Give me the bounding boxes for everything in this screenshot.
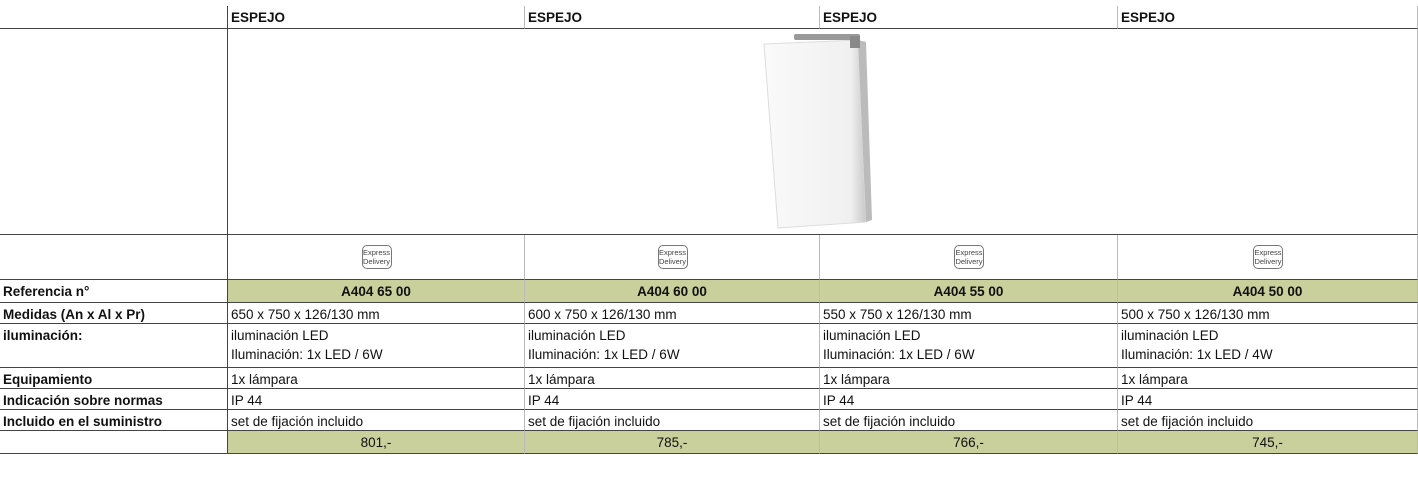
spec-cell: 500 x 750 x 126/130 mm: [1118, 303, 1418, 324]
cell-text: Iluminación: 1x LED / 6W: [823, 347, 975, 362]
badge-cell: Express Delivery: [525, 235, 820, 280]
cell-text: IP 44: [1121, 393, 1153, 408]
cell-text: 600 x 750 x 126/130 mm: [528, 307, 677, 322]
column-header: ESPEJO: [820, 6, 1118, 29]
cell-text: 1x lámpara: [1121, 372, 1188, 387]
badge-label-cell: [0, 235, 228, 280]
cell-text: 1x lámpara: [231, 372, 298, 387]
badge-text: Express: [362, 248, 391, 257]
price-cell: 766,-: [820, 431, 1118, 454]
cell-text: A404 60 00: [637, 284, 707, 299]
spec-cell: iluminación LED Iluminación: 1x LED / 6W: [525, 324, 820, 368]
cell-text: A404 50 00: [1232, 284, 1303, 299]
cell-text: Iluminación: 1x LED / 6W: [231, 347, 383, 362]
cell-text: set de fijación incluido: [1121, 414, 1254, 429]
express-badge: Express Delivery: [1253, 245, 1283, 269]
row-label: Referencia n°: [0, 280, 228, 303]
reference-cell: A404 50 00: [1118, 280, 1418, 303]
price-label-cell: [0, 431, 228, 454]
badge-cell: Express Delivery: [820, 235, 1118, 280]
cell-text: 550 x 750 x 126/130 mm: [823, 307, 972, 322]
row-label: Equipamiento: [0, 368, 228, 389]
spec-cell: IP 44: [228, 389, 525, 410]
cell-text: IP 44: [528, 393, 560, 408]
badge-cell: Express Delivery: [1118, 235, 1418, 280]
cell-text: 500 x 750 x 126/130 mm: [1121, 307, 1270, 322]
badge-text: Delivery: [1254, 257, 1282, 266]
cell-text: Iluminación: 1x LED / 6W: [528, 347, 680, 362]
column-header: ESPEJO: [525, 6, 820, 29]
cell-text: IP 44: [231, 393, 263, 408]
row-label: iluminación:: [0, 324, 228, 368]
express-badge: Express Delivery: [361, 245, 392, 269]
cell-text: IP 44: [823, 393, 855, 408]
cell-text: iluminación LED: [823, 328, 921, 343]
cell-text: iluminación LED: [231, 328, 329, 343]
cell-text: Iluminación: 1x LED / 4W: [1121, 347, 1273, 362]
header-cell: [0, 6, 228, 29]
badge-text: Delivery: [955, 257, 983, 266]
price-cell: 801,-: [228, 431, 525, 454]
spec-cell: set de fijación incluido: [820, 410, 1118, 431]
column-header: ESPEJO: [1118, 6, 1418, 29]
spec-cell: 1x lámpara: [820, 368, 1118, 389]
spec-cell: IP 44: [820, 389, 1118, 410]
spec-cell: set de fijación incluido: [525, 410, 820, 431]
column-header: ESPEJO: [228, 6, 525, 29]
cell-text: 1x lámpara: [823, 372, 890, 387]
price-cell: 745,-: [1118, 431, 1418, 454]
cell-text: set de fijación incluido: [823, 414, 956, 429]
row-label: Medidas (An x Al x Pr): [0, 303, 228, 324]
badge-text: Express: [658, 248, 687, 257]
cell-text: A404 55 00: [933, 284, 1004, 299]
spec-cell: set de fijación incluido: [1118, 410, 1418, 431]
reference-cell: A404 55 00: [820, 280, 1118, 303]
row-label: Indicación sobre normas: [0, 389, 228, 410]
badge-text: Delivery: [362, 257, 391, 266]
spec-cell: IP 44: [1118, 389, 1418, 410]
cell-text: A404 65 00: [341, 284, 411, 299]
express-badge: Express Delivery: [954, 245, 984, 269]
spec-cell: 1x lámpara: [525, 368, 820, 389]
spec-cell: iluminación LED Iluminación: 1x LED / 4W: [1118, 324, 1418, 368]
cell-text: set de fijación incluido: [528, 414, 661, 429]
express-badge: Express Delivery: [657, 245, 688, 269]
spec-cell: IP 44: [525, 389, 820, 410]
spec-cell: set de fijación incluido: [228, 410, 525, 431]
price-cell: 785,-: [525, 431, 820, 454]
reference-cell: A404 60 00: [525, 280, 820, 303]
spec-cell: 1x lámpara: [228, 368, 525, 389]
cell-text: iluminación LED: [528, 328, 626, 343]
spec-cell: 1x lámpara: [1118, 368, 1418, 389]
spec-cell: 600 x 750 x 126/130 mm: [525, 303, 820, 324]
spec-cell: iluminación LED Iluminación: 1x LED / 6W: [228, 324, 525, 368]
cell-text: 1x lámpara: [528, 372, 595, 387]
spec-cell: 650 x 750 x 126/130 mm: [228, 303, 525, 324]
spec-cell: iluminación LED Iluminación: 1x LED / 6W: [820, 324, 1118, 368]
image-cell: [228, 29, 1418, 235]
cell-text: 650 x 750 x 126/130 mm: [231, 307, 380, 322]
mirror-image: [763, 34, 872, 229]
cell-text: iluminación LED: [1121, 328, 1219, 343]
badge-text: Delivery: [658, 257, 687, 266]
badge-text: Express: [1254, 248, 1282, 257]
badge-cell: Express Delivery: [228, 235, 525, 280]
image-label-cell: [0, 29, 228, 235]
spec-cell: 550 x 750 x 126/130 mm: [820, 303, 1118, 324]
row-label: Incluido en el suministro: [0, 410, 228, 431]
reference-cell: A404 65 00: [228, 280, 525, 303]
badge-text: Express: [955, 248, 983, 257]
cell-text: set de fijación incluido: [231, 414, 364, 429]
